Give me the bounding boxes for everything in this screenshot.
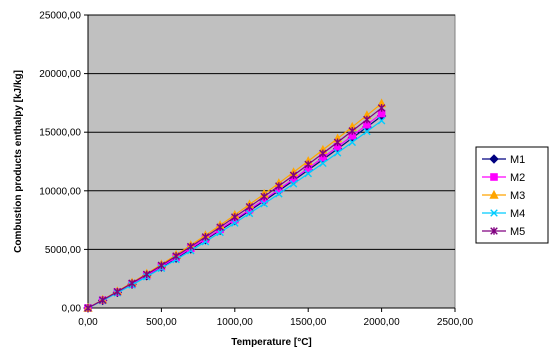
legend-marker-m3 — [489, 189, 499, 199]
data-point-m5 — [186, 242, 195, 251]
legend-item-m2: M2 — [482, 172, 525, 184]
legend-item-m4: M4 — [482, 208, 525, 220]
legend-label-m1: M1 — [510, 154, 525, 166]
data-point-m4 — [275, 190, 283, 198]
data-point-m5 — [172, 252, 180, 260]
data-point-m4 — [289, 179, 298, 188]
data-point-m5 — [377, 104, 386, 112]
x-tick-label: 500,00 — [146, 317, 177, 328]
legend-item-m5: M5 — [482, 226, 525, 238]
data-point-m5 — [319, 149, 327, 158]
data-point-m5 — [245, 203, 254, 211]
data-point-m4 — [377, 116, 386, 125]
y-axis-title: Combustion products enthalpy [kJ/kg] — [13, 70, 24, 253]
data-point-m5 — [84, 304, 92, 312]
x-axis-title: Temperature [°C] — [231, 337, 312, 348]
x-tick-label: 2500,00 — [437, 317, 474, 328]
legend-item-m3: M3 — [482, 189, 525, 202]
data-point-m4 — [304, 169, 312, 178]
data-point-m5 — [142, 270, 151, 279]
data-point-m5 — [289, 171, 298, 180]
data-point-m5 — [275, 182, 283, 190]
y-tick-label: 10000,00 — [39, 186, 81, 197]
data-point-m5 — [260, 192, 268, 201]
x-tick-label: 1500,00 — [290, 317, 327, 328]
data-point-m4 — [245, 209, 254, 218]
data-point-m4 — [319, 159, 327, 168]
legend-marker-m1 — [489, 154, 499, 164]
data-point-m5 — [113, 287, 122, 296]
series-m5 — [84, 104, 386, 312]
legend-marker-m2 — [490, 173, 498, 181]
legend-label-m2: M2 — [510, 172, 525, 184]
legend-item-m1: M1 — [482, 154, 525, 166]
legend-marker-m4 — [490, 209, 498, 217]
data-point-m4 — [333, 149, 342, 157]
y-tick-label: 15000,00 — [39, 128, 81, 139]
data-point-m5 — [231, 213, 239, 221]
data-point-m5 — [98, 296, 107, 304]
data-point-m5 — [333, 138, 342, 147]
data-point-m5 — [128, 279, 136, 287]
x-tick-label: 1000,00 — [217, 317, 254, 328]
legend-label-m4: M4 — [510, 208, 525, 220]
legend-label-m5: M5 — [510, 226, 525, 238]
plot-area — [87, 14, 456, 309]
x-tick-label: 2000,00 — [364, 317, 401, 328]
y-tick-label: 0,00 — [62, 304, 82, 315]
data-point-m5 — [201, 233, 210, 241]
data-point-m5 — [348, 127, 357, 135]
legend-marker-m5 — [490, 227, 498, 235]
data-point-m5 — [216, 223, 224, 231]
y-tick-label: 25000,00 — [39, 11, 81, 22]
data-point-m5 — [157, 261, 166, 270]
data-point-m4 — [363, 127, 371, 136]
y-tick-label: 5000,00 — [45, 245, 82, 256]
legend-label-m3: M3 — [510, 190, 525, 202]
x-tick-label: 0,00 — [78, 317, 98, 328]
data-point-m4 — [231, 219, 239, 227]
data-point-m4 — [260, 199, 268, 208]
data-point-m5 — [304, 160, 312, 169]
legend: M1 M2 M3 M4 M5 — [475, 146, 549, 244]
data-point-m5 — [363, 115, 371, 124]
y-tick-label: 20000,00 — [39, 69, 81, 80]
data-point-m4 — [348, 138, 357, 147]
